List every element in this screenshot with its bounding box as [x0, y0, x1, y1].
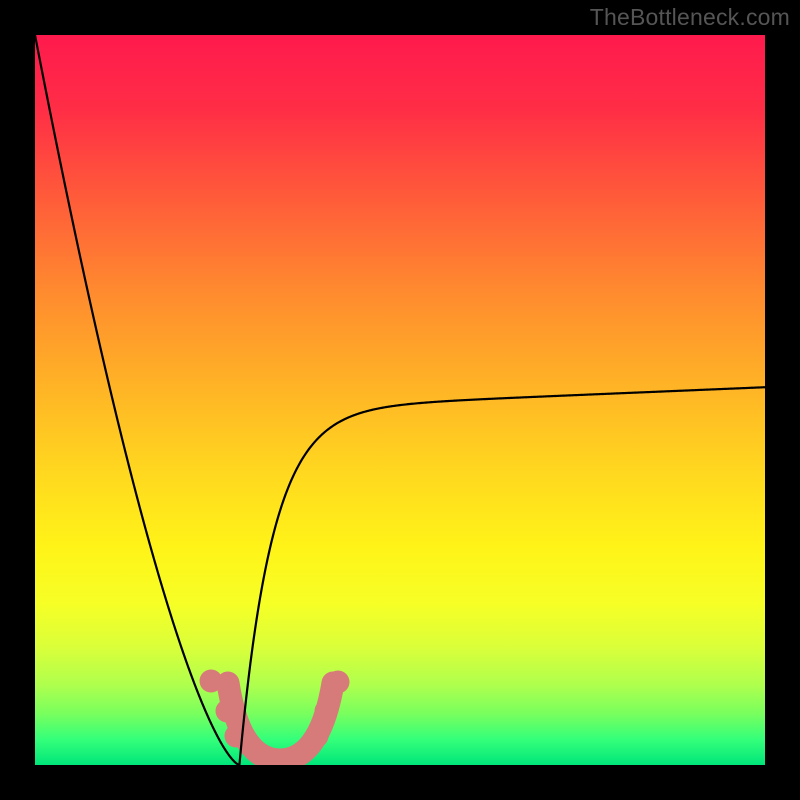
marker-dot — [306, 725, 329, 748]
marker-dot — [315, 700, 338, 723]
chart-svg — [0, 0, 800, 800]
marker-dot — [216, 700, 239, 723]
marker-dot — [327, 671, 350, 694]
marker-dot — [200, 670, 223, 693]
watermark-text: TheBottleneck.com — [590, 4, 790, 31]
plot-background-gradient — [35, 35, 765, 765]
stage: TheBottleneck.com — [0, 0, 800, 800]
